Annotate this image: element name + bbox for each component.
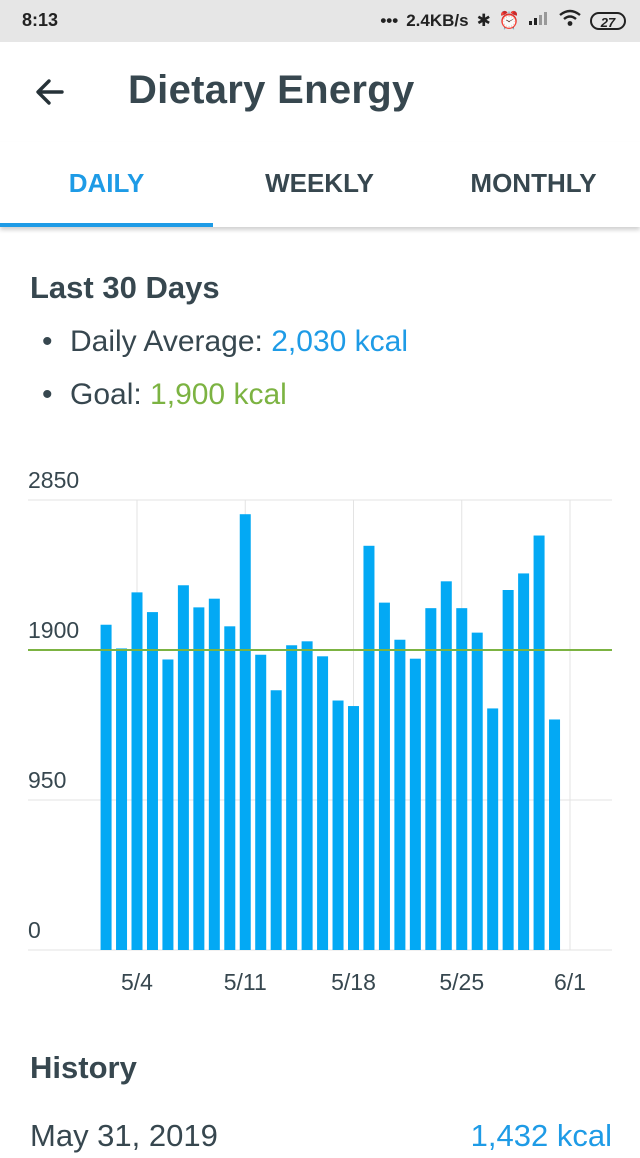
bar: [131, 592, 143, 950]
bar: [378, 602, 390, 950]
bar: [286, 645, 298, 950]
bar: [394, 639, 406, 950]
bar: [239, 514, 251, 950]
summary-title: Last 30 Days: [30, 270, 220, 305]
average-row: • Daily Average: 2,030 kcal: [42, 325, 408, 359]
bar: [363, 545, 375, 950]
bar: [502, 590, 514, 950]
goal-row: • Goal: 1,900 kcal: [42, 378, 287, 412]
page-title: Dietary Energy: [128, 68, 415, 112]
tab-weekly[interactable]: WEEKLY: [265, 168, 374, 198]
history-row[interactable]: May 31, 2019 1,432 kcal: [30, 1118, 612, 1158]
goal-label: Goal:: [70, 378, 151, 411]
bar: [116, 648, 128, 950]
bar: [440, 581, 452, 950]
average-label: Daily Average:: [70, 325, 272, 358]
y-tick-label: 950: [28, 767, 66, 793]
goal-value: 1,900 kcal: [150, 378, 287, 411]
bar: [471, 632, 483, 950]
energy-chart: 0 950 1900 2850 5/4 5/11 5/18 5/25 6/1: [0, 460, 640, 1020]
bar: [301, 641, 313, 950]
bar: [533, 535, 545, 950]
bar: [348, 706, 359, 950]
battery-icon: 27: [590, 11, 626, 30]
bar: [162, 659, 174, 950]
tab-daily[interactable]: DAILY: [68, 168, 145, 198]
tab-monthly[interactable]: MONTHLY: [470, 168, 597, 198]
bar: [146, 612, 158, 950]
bar: [332, 700, 344, 950]
x-tick-label: 6/1: [554, 969, 586, 995]
status-time: 8:13: [22, 10, 59, 30]
history-date: May 31, 2019: [30, 1118, 218, 1153]
app-bar: Dietary Energy: [0, 42, 640, 142]
tab-indicator: [0, 223, 213, 227]
bar: [409, 658, 421, 950]
history-value: 1,432 kcal: [470, 1118, 612, 1153]
status-bar: 8:13 ••• 2.4KB/s ✱ ⏰ 27: [0, 0, 640, 42]
bar: [193, 607, 205, 950]
status-icons: ••• 2.4KB/s ✱ ⏰ 27: [380, 9, 626, 32]
bar: [208, 598, 220, 950]
bar: [456, 608, 468, 950]
bar: [177, 585, 189, 950]
bar: [549, 719, 561, 950]
x-tick-label: 5/25: [439, 969, 484, 995]
alarm-icon: ⏰: [498, 10, 520, 30]
bluetooth-icon: ✱: [476, 10, 491, 30]
bar: [255, 654, 267, 950]
more-dots-icon: •••: [380, 10, 399, 30]
y-tick-label: 0: [28, 917, 41, 943]
average-value: 2,030 kcal: [271, 325, 408, 358]
y-tick-label: 1900: [28, 617, 79, 643]
bar-chart: 0 950 1900 2850 5/4 5/11 5/18 5/25 6/1: [28, 467, 612, 995]
bar: [100, 624, 112, 950]
signal-icon: [528, 10, 550, 31]
bullet: •: [42, 378, 53, 411]
arrow-left-icon[interactable]: [30, 72, 70, 112]
history-title: History: [30, 1050, 137, 1085]
bar: [487, 708, 499, 950]
x-tick-label: 5/18: [331, 969, 376, 995]
tab-bar: DAILY WEEKLY MONTHLY: [0, 142, 640, 227]
x-tick-label: 5/11: [224, 969, 267, 995]
bar: [270, 690, 282, 950]
bar: [317, 656, 329, 950]
wifi-icon: [558, 9, 582, 32]
bar: [224, 626, 236, 950]
bar: [518, 573, 530, 950]
x-tick-label: 5/4: [121, 969, 153, 995]
bar: [425, 608, 437, 950]
network-speed: 2.4KB/s: [406, 10, 469, 30]
bullet: •: [42, 325, 53, 358]
y-tick-label: 2850: [28, 467, 79, 493]
